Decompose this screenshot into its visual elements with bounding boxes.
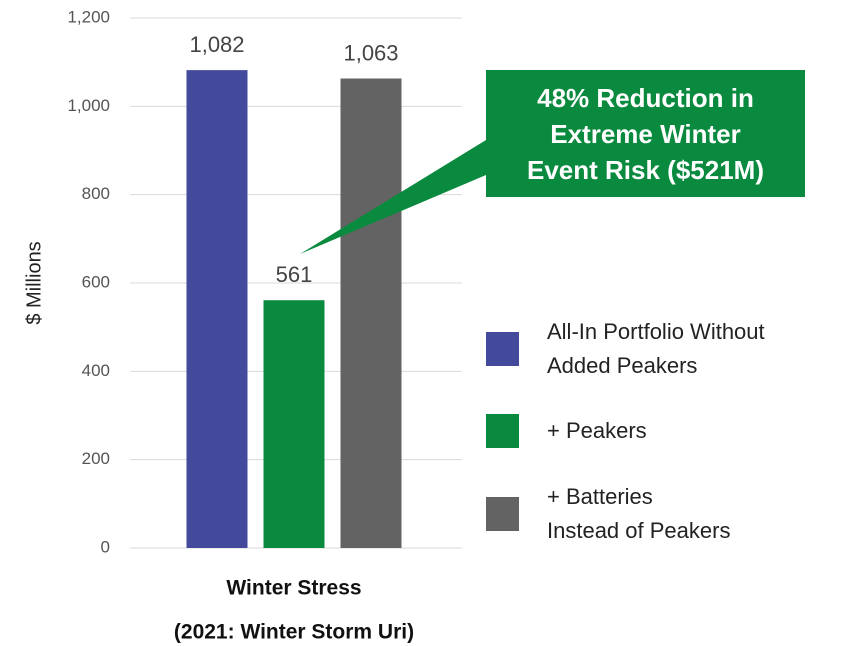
y-tick-label: 1,000 <box>67 96 110 115</box>
data-label: 1,082 <box>189 32 244 57</box>
legend-swatch <box>486 414 519 448</box>
y-axis-label: $ Millions <box>23 241 45 324</box>
y-tick-label: 1,200 <box>67 7 110 26</box>
bar <box>263 300 325 548</box>
annotation-pointer <box>300 140 486 254</box>
legend-label: All-In Portfolio Without Added Peakers <box>547 319 765 378</box>
bar <box>186 70 248 548</box>
legend-label: + Peakers <box>547 418 647 443</box>
bar <box>340 78 402 548</box>
annotation: 48% Reduction in Extreme Winter Event Ri… <box>486 70 805 197</box>
data-label: 1,063 <box>343 40 398 65</box>
y-tick-label: 800 <box>82 184 110 203</box>
data-label: 561 <box>276 262 313 287</box>
category-note: (2021: Winter Storm Uri) <box>174 621 414 644</box>
y-tick-label: 600 <box>82 272 110 291</box>
y-tick-label: 400 <box>82 361 110 380</box>
legend-label: + Batteries Instead of Peakers <box>547 484 731 543</box>
y-tick-label: 200 <box>82 449 110 468</box>
y-tick-label: 0 <box>101 537 110 556</box>
x-tick-label: Winter Stress <box>226 577 361 600</box>
legend-swatch <box>486 332 519 366</box>
legend-swatch <box>486 497 519 531</box>
